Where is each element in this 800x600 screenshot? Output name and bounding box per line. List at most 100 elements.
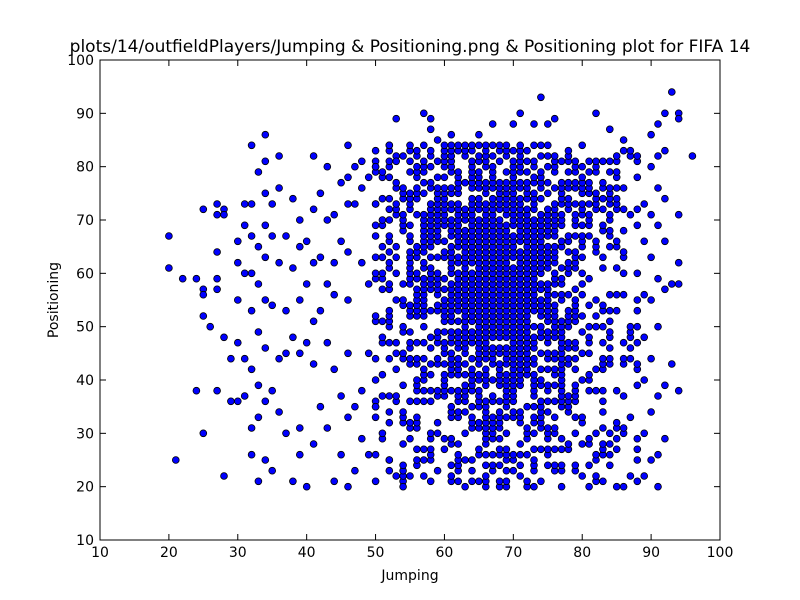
- scatter-point: [213, 386, 221, 395]
- scatter-point: [564, 248, 573, 256]
- scatter-point: [337, 450, 345, 459]
- scatter-point: [447, 216, 456, 224]
- scatter-point: [426, 264, 435, 272]
- scatter-point: [213, 200, 221, 208]
- scatter-point: [289, 264, 297, 272]
- scatter-point: [344, 248, 352, 256]
- scatter-point: [406, 168, 414, 176]
- scatter-point: [502, 221, 511, 230]
- scatter-point: [426, 445, 435, 454]
- scatter-point: [275, 184, 283, 192]
- scatter-point: [385, 205, 394, 214]
- scatter-point: [585, 232, 593, 240]
- scatter-point: [282, 429, 290, 438]
- scatter-point: [261, 157, 270, 166]
- scatter-point: [640, 200, 648, 208]
- scatter-point: [612, 418, 621, 427]
- scatter-point: [612, 306, 621, 315]
- scatter-point: [392, 392, 401, 400]
- scatter-point: [468, 456, 476, 464]
- scatter-point: [254, 477, 263, 486]
- scatter-point: [543, 397, 552, 406]
- scatter-point: [633, 296, 642, 304]
- scatter-point: [454, 477, 463, 486]
- scatter-point: [530, 445, 538, 454]
- scatter-point: [585, 461, 593, 470]
- scatter-point: [406, 248, 414, 256]
- scatter-point: [426, 178, 435, 187]
- scatter-point: [564, 194, 573, 203]
- y-tick-label: 70: [76, 213, 94, 229]
- scatter-point: [571, 429, 580, 438]
- scatter-point: [227, 397, 235, 406]
- scatter-point: [509, 146, 518, 155]
- scatter-point: [633, 173, 642, 182]
- scatter-point: [488, 392, 497, 400]
- scatter-point: [550, 152, 559, 160]
- scatter-point: [178, 274, 187, 283]
- scatter-point: [626, 344, 635, 352]
- scatter-point: [364, 349, 373, 358]
- scatter-point: [261, 456, 270, 464]
- scatter-point: [351, 466, 359, 475]
- scatter-point: [234, 258, 242, 267]
- scatter-point: [261, 397, 270, 406]
- scatter-point: [337, 392, 345, 400]
- scatter-point: [667, 88, 676, 96]
- scatter-point: [592, 189, 600, 198]
- scatter-point: [309, 440, 318, 448]
- scatter-point: [592, 157, 600, 166]
- scatter-point: [426, 386, 435, 395]
- scatter-point: [385, 232, 394, 240]
- scatter-point: [419, 109, 428, 118]
- scatter-point: [495, 344, 504, 352]
- scatter-point: [475, 370, 483, 379]
- scatter-point: [619, 424, 628, 432]
- scatter-point: [661, 109, 669, 118]
- scatter-point: [406, 141, 414, 150]
- scatter-point: [605, 168, 614, 176]
- scatter-point: [592, 386, 600, 395]
- scatter-point: [406, 328, 414, 336]
- plot-frame: [99, 59, 721, 541]
- scatter-point: [282, 232, 290, 240]
- scatter-point: [440, 328, 449, 336]
- scatter-point: [585, 482, 593, 491]
- scatter-point: [385, 194, 394, 203]
- y-tick-label: 10: [76, 533, 94, 549]
- scatter-point: [599, 440, 607, 448]
- scatter-point: [537, 322, 545, 331]
- scatter-point: [619, 136, 628, 144]
- scatter-point: [447, 461, 456, 470]
- scatter-point: [578, 312, 586, 320]
- scatter-point: [599, 264, 607, 272]
- scatter-point: [234, 338, 242, 347]
- scatter-point: [426, 344, 435, 352]
- y-tick-label: 40: [76, 373, 94, 389]
- scatter-point: [254, 242, 263, 251]
- scatter-point: [385, 408, 394, 416]
- scatter-point: [254, 280, 263, 288]
- scatter-point: [633, 269, 642, 278]
- scatter-point: [550, 397, 559, 406]
- scatter-point: [599, 338, 607, 347]
- scatter-point: [537, 365, 545, 374]
- scatter-point: [654, 392, 662, 400]
- scatter-point: [530, 429, 538, 438]
- scatter-point: [605, 354, 614, 363]
- scatter-point: [302, 280, 311, 288]
- scatter-point: [461, 178, 469, 187]
- scatter-point: [302, 482, 311, 491]
- scatter-point: [426, 477, 435, 486]
- scatter-point: [468, 365, 476, 374]
- scatter-point: [392, 365, 401, 374]
- scatter-point: [213, 248, 221, 256]
- scatter-point: [454, 328, 463, 336]
- scatter-point: [585, 333, 593, 342]
- scatter-point: [550, 461, 559, 470]
- scatter-point: [426, 162, 435, 171]
- scatter-point: [440, 296, 449, 304]
- scatter-point: [612, 290, 621, 299]
- scatter-point: [550, 424, 559, 432]
- scatter-point: [605, 290, 614, 299]
